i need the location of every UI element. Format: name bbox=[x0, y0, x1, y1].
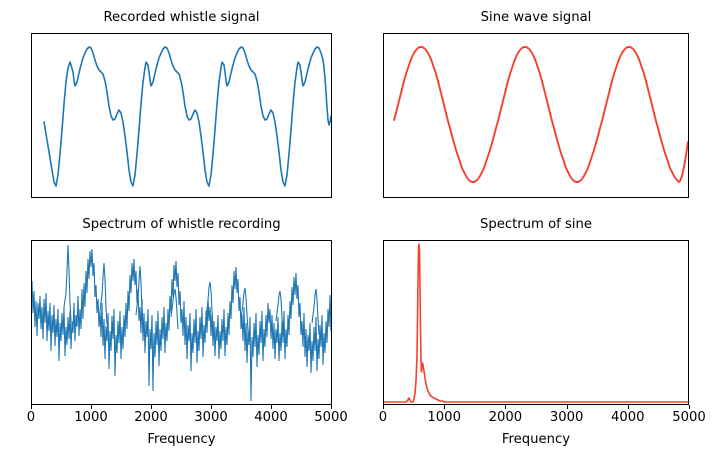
spectrum-of-sine-axes bbox=[383, 240, 689, 405]
recorded-whistle-signal-axes bbox=[31, 33, 332, 198]
xtick-mark-1000 bbox=[91, 405, 92, 409]
spectrum-of-sine-xlabel: Frequency bbox=[501, 432, 571, 447]
whistle-spectrum-peak-1 bbox=[63, 244, 72, 322]
sine-waveform-line bbox=[393, 46, 688, 183]
whistle-spectrum-plot bbox=[32, 244, 331, 402]
panel-recorded-whistle-signal: Recorded whistle signal bbox=[0, 0, 360, 210]
sine-spectrum-line bbox=[384, 243, 688, 403]
whistle-spectrum-peak-5 bbox=[205, 281, 214, 330]
spectrum-of-sine-title: Spectrum of sine bbox=[479, 217, 592, 232]
xtick-mark-1000 bbox=[444, 405, 446, 409]
xtick-mark-0 bbox=[383, 405, 384, 409]
sine-wave-signal-title: Sine wave signal bbox=[480, 10, 592, 25]
xtick-label-2000: 2000 bbox=[134, 410, 168, 425]
panel-spectrum-of-whistle-recording: Spectrum of whistle recording 0 1000 200… bbox=[0, 210, 360, 465]
xtick-label-4000: 4000 bbox=[611, 410, 645, 425]
xtick-label-5000: 5000 bbox=[314, 410, 348, 425]
xtick-mark-4000 bbox=[627, 405, 629, 409]
whistle-spectrum-peak-4 bbox=[170, 288, 179, 330]
xtick-label-4000: 4000 bbox=[254, 410, 288, 425]
xtick-label-1000: 1000 bbox=[427, 410, 461, 425]
xtick-label-2000: 2000 bbox=[488, 410, 523, 425]
panel-sine-wave-signal: Sine wave signal bbox=[359, 0, 719, 210]
sine-spectrum-plot bbox=[384, 243, 688, 403]
xtick-label-0: 0 bbox=[26, 410, 36, 425]
whistle-spectrum-peak-8 bbox=[311, 288, 320, 336]
whistle-waveform-line bbox=[43, 46, 331, 187]
spectrum-of-whistle-recording-title: Spectrum of whistle recording bbox=[82, 217, 281, 232]
spectrum-of-whistle-recording-xlabel: Frequency bbox=[147, 432, 216, 447]
xtick-label-5000: 5000 bbox=[672, 410, 706, 425]
whistle-spectrum-peak-2 bbox=[99, 262, 108, 326]
whistle-spectrum-peak-7 bbox=[275, 290, 284, 334]
xtick-label-1000: 1000 bbox=[74, 410, 108, 425]
sine-waveform-plot bbox=[393, 46, 688, 183]
spectrum-of-whistle-recording-axes bbox=[31, 240, 332, 405]
whistle-spectrum-line bbox=[32, 248, 331, 402]
xtick-mark-5000 bbox=[331, 405, 332, 409]
xtick-label-3000: 3000 bbox=[194, 410, 228, 425]
panel-spectrum-of-sine: Spectrum of sine 0 1000 2000 3000 4000 5… bbox=[359, 210, 719, 465]
whistle-waveform-plot bbox=[43, 46, 331, 187]
xtick-mark-3000 bbox=[566, 405, 568, 409]
xtick-mark-4000 bbox=[271, 405, 272, 409]
xtick-mark-2000 bbox=[151, 405, 152, 409]
whistle-spectrum-peak-6 bbox=[240, 287, 249, 332]
xtick-label-0: 0 bbox=[378, 410, 388, 425]
recorded-whistle-signal-title: Recorded whistle signal bbox=[103, 10, 260, 25]
xtick-mark-5000 bbox=[689, 405, 690, 409]
xtick-mark-2000 bbox=[505, 405, 507, 409]
xtick-mark-3000 bbox=[211, 405, 212, 409]
whistle-spectrum-peak-3 bbox=[135, 265, 144, 328]
xtick-label-3000: 3000 bbox=[549, 410, 584, 425]
sine-wave-signal-axes bbox=[383, 33, 689, 198]
xtick-mark-0 bbox=[31, 405, 32, 409]
